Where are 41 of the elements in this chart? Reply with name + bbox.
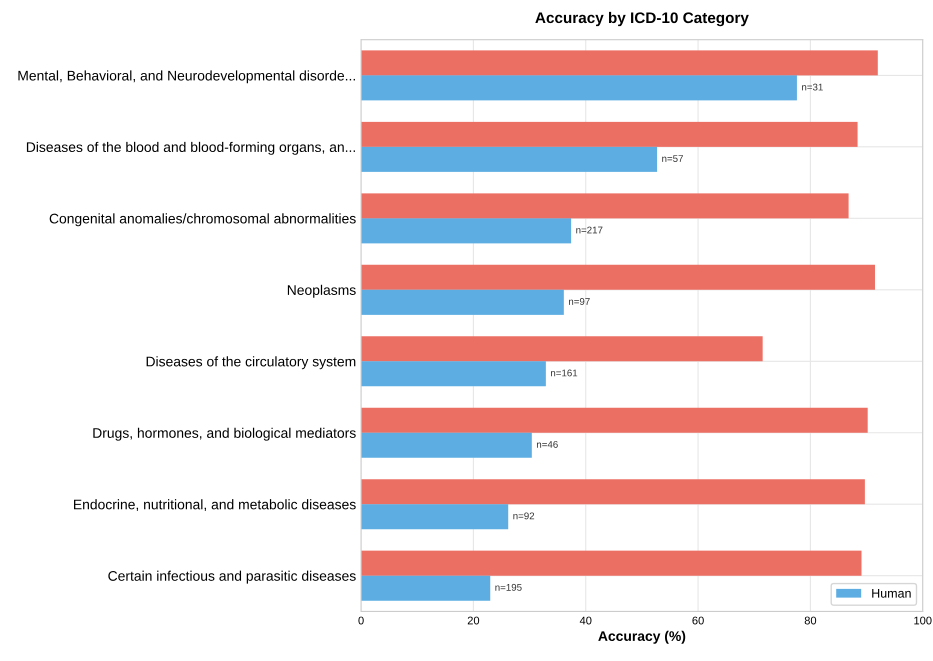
bar: [361, 264, 875, 290]
y-tick-label: Certain infectious and parasitic diseases: [108, 570, 356, 584]
y-tick-label: Drugs, hormones, and biological mediators: [93, 428, 356, 441]
y-tick-label: Congenital anomalies/chromosomal abnormalities: [50, 213, 356, 226]
bar: [361, 550, 862, 576]
annotation: n=46: [536, 440, 558, 448]
chart-title: Accuracy by ICD-10 Category: [535, 12, 749, 26]
annotation: n=195: [495, 584, 522, 591]
annotation: n=57: [662, 155, 683, 162]
bar: [361, 50, 878, 76]
y-tick-label: Neoplasms: [288, 284, 356, 298]
x-axis-title: Accuracy (%): [598, 630, 686, 644]
bar: [361, 218, 572, 244]
bar: [361, 432, 532, 458]
annotation: n=217: [576, 226, 602, 234]
bar: [361, 290, 564, 315]
bar: [361, 479, 865, 504]
x-tick-label: 0: [358, 616, 364, 624]
y-tick-label: Endocrine, nutritional, and metabolic diseases: [74, 499, 356, 512]
bar: [361, 361, 546, 386]
x-tick-label: 20: [468, 616, 480, 624]
x-tick-label: 80: [804, 616, 816, 624]
bar: [361, 146, 658, 172]
annotation: n=97: [568, 298, 590, 305]
x-tick-label: 60: [692, 616, 704, 624]
bar: [361, 576, 490, 601]
y-tick-label: Diseases of the circulatory system: [146, 356, 356, 370]
bar: [361, 75, 797, 100]
x-tick-label: 40: [580, 616, 592, 624]
x-tick-label: 100: [914, 616, 932, 624]
bar: [361, 408, 868, 433]
y-tick-label: Diseases of the blood and blood-forming organs, an...: [26, 142, 355, 155]
bar: [361, 193, 849, 218]
bar: [361, 336, 763, 362]
y-tick-label: Mental, Behavioral, and Neurodevelopmental disorde...: [18, 70, 355, 84]
annotation: n=92: [513, 512, 534, 520]
bar: [361, 504, 508, 530]
annotation: n=161: [551, 370, 578, 376]
bar: [361, 122, 858, 147]
legend-label: Human: [872, 588, 911, 598]
annotation: n=31: [802, 84, 823, 91]
